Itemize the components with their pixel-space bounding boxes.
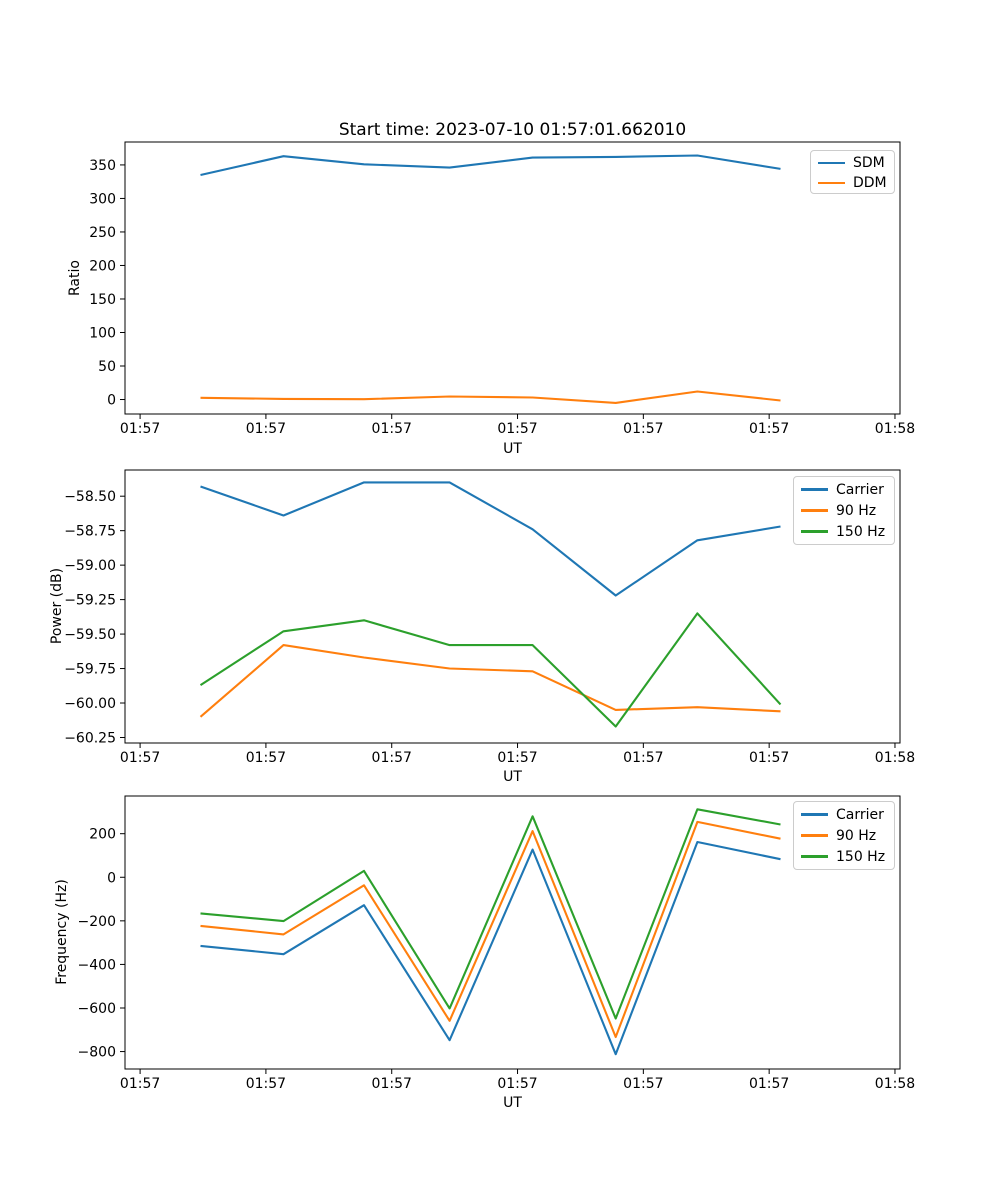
legend-line-sample: [801, 530, 828, 533]
power-90-hz-line: [199, 644, 781, 718]
y-tick-label: 100: [89, 325, 116, 341]
y-tick-label: −60.25: [64, 730, 116, 746]
legend-line-sample: [801, 509, 828, 512]
x-tick-label: 01:57: [749, 421, 789, 437]
y-tick-label: −600: [78, 1001, 116, 1017]
legend-label: 90 Hz: [836, 827, 877, 844]
ylabel-power: Power (dB): [49, 567, 65, 645]
y-tick-label: −58.75: [64, 524, 116, 540]
y-tick-label: 0: [107, 870, 116, 886]
frequency-150-hz-line: [200, 808, 781, 1020]
ylabel-frequency: Frequency (Hz): [54, 879, 70, 985]
legend-item-90hz: 90 Hz: [801, 826, 887, 846]
legend-label: Carrier: [836, 806, 884, 823]
y-tick-label: −59.00: [64, 558, 116, 574]
legend-line-sample: [801, 813, 828, 816]
legend-item-ddm: DDM: [818, 173, 887, 193]
legend-line-sample: [818, 181, 845, 185]
x-tick-label: 01:57: [623, 421, 663, 437]
x-tick-label: 01:58: [875, 750, 915, 766]
frequency-axes-frame: [124, 795, 901, 1070]
legend-frequency: Carrier 90 Hz 150 Hz: [793, 801, 895, 870]
x-tick-label: 01:57: [120, 421, 160, 437]
y-tick-label: 200: [89, 827, 116, 843]
x-tick-label: 01:57: [749, 1076, 789, 1092]
y-tick-label: 50: [98, 359, 116, 375]
legend-ratio: SDM DDM: [810, 150, 895, 194]
legend-label: DDM: [853, 175, 887, 191]
power-axes-frame: [124, 469, 901, 744]
x-tick-label: 01:57: [623, 750, 663, 766]
frequency-90-hz-line: [200, 820, 781, 1039]
power-150-hz-line: [199, 612, 782, 728]
legend-line-sample: [801, 855, 828, 858]
legend-label: SDM: [853, 155, 885, 171]
legend-line-sample: [801, 488, 828, 491]
x-tick-label: 01:57: [749, 750, 789, 766]
x-tick-label: 01:57: [246, 750, 286, 766]
x-tick-label: 01:57: [372, 750, 412, 766]
y-tick-label: −58.50: [64, 489, 116, 505]
x-tick-label: 01:57: [623, 1076, 663, 1092]
legend-item-150hz: 150 Hz: [801, 847, 887, 867]
y-tick-label: −59.25: [64, 593, 116, 609]
legend-line-sample: [801, 834, 828, 837]
y-tick-label: 250: [89, 225, 116, 241]
xlabel-frequency: UT: [503, 1095, 522, 1111]
legend-item-carrier: Carrier: [801, 805, 887, 825]
x-tick-label: 01:57: [246, 1076, 286, 1092]
y-tick-label: 300: [89, 191, 116, 207]
y-tick-label: −200: [78, 914, 116, 930]
legend-item-sdm: SDM: [818, 153, 887, 173]
ratio-sdm-line: [200, 154, 781, 177]
legend-line-sample: [818, 161, 845, 165]
y-tick-label: 0: [107, 393, 116, 409]
x-tick-label: 01:58: [875, 1076, 915, 1092]
legend-label: 90 Hz: [836, 502, 877, 519]
y-tick-label: 350: [89, 158, 116, 174]
legend-item-90hz: 90 Hz: [801, 501, 887, 521]
ratio-plot: 01:57 01:57 01:57 01:57 01:57 01:57 01:58 0 50 10…: [89, 141, 915, 437]
ratio-ddm-line: [200, 390, 781, 404]
y-tick-label: −59.50: [64, 627, 116, 643]
x-tick-label: 01:57: [372, 1076, 412, 1092]
power-carrier-line: [200, 481, 781, 597]
legend-power: Carrier 90 Hz 150 Hz: [793, 476, 895, 545]
power-plot: 01:57 01:57 01:57 01:57 01:57 01:57 01:58 −60.2…: [64, 469, 915, 766]
y-tick-label: 150: [89, 292, 116, 308]
x-tick-label: 01:57: [372, 421, 412, 437]
frequency-plot: 01:57 01:57 01:57 01:57 01:57 01:57 01:58 −800 −…: [78, 795, 915, 1092]
x-tick-label: 01:57: [497, 1076, 537, 1092]
y-tick-label: −800: [78, 1045, 116, 1061]
ratio-axes-frame: [124, 141, 901, 415]
x-tick-label: 01:57: [497, 750, 537, 766]
xlabel-ratio: UT: [503, 441, 522, 457]
x-tick-label: 01:57: [497, 421, 537, 437]
ylabel-ratio: Ratio: [67, 260, 83, 296]
x-tick-label: 01:57: [120, 750, 160, 766]
frequency-carrier-line: [200, 840, 781, 1056]
y-tick-label: −60.00: [64, 696, 116, 712]
x-tick-label: 01:58: [875, 421, 915, 437]
y-tick-label: −400: [78, 957, 116, 973]
legend-label: 150 Hz: [836, 523, 886, 540]
legend-item-carrier: Carrier: [801, 480, 887, 500]
y-tick-label: −59.75: [64, 662, 116, 678]
legend-item-150hz: 150 Hz: [801, 522, 887, 542]
legend-label: 150 Hz: [836, 848, 886, 865]
x-tick-label: 01:57: [120, 1076, 160, 1092]
legend-label: Carrier: [836, 481, 884, 498]
figure-title: Start time: 2023-07-10 01:57:01.662010: [338, 120, 687, 140]
y-tick-label: 200: [89, 258, 116, 274]
x-tick-label: 01:57: [246, 421, 286, 437]
xlabel-power: UT: [503, 769, 522, 785]
